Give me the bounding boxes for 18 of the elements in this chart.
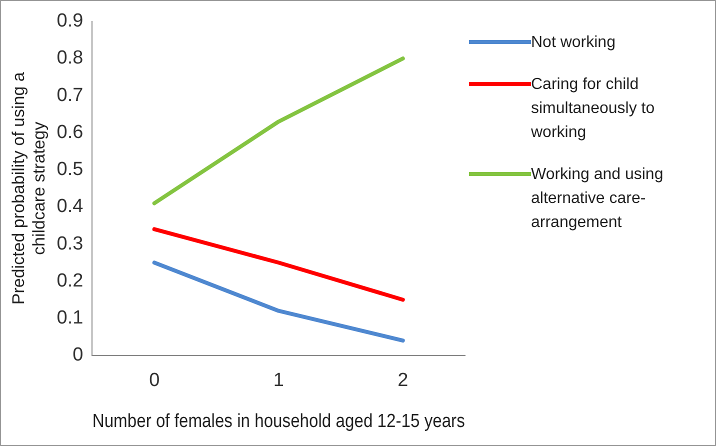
y-tick-label: 0.9 xyxy=(56,10,84,32)
y-tick-label: 0.3 xyxy=(56,233,84,254)
x-tick-label: 1 xyxy=(273,370,284,392)
y-tick-label: 0.8 xyxy=(56,48,84,69)
y-tick-label: 0.6 xyxy=(56,122,84,143)
y-tick-label: 0.7 xyxy=(56,84,84,106)
x-axis-title: Number of females in household aged 12-15 years xyxy=(92,410,465,432)
y-tick-label: 0.5 xyxy=(56,159,84,180)
legend-label: Not working xyxy=(531,33,616,53)
x-tick-label: 2 xyxy=(398,370,408,392)
y-tick-label: 0 xyxy=(72,344,84,366)
legend-label: Caring for child simultaneously to working xyxy=(531,75,656,143)
x-tick-label: 0 xyxy=(149,370,160,392)
y-tick-label: 0.2 xyxy=(56,270,84,292)
y-axis-title: Predicted probability of using a childcare strategy xyxy=(8,72,48,305)
y-tick-label: 0.4 xyxy=(56,196,84,218)
y-tick-label: 0.1 xyxy=(56,308,84,329)
legend-label: Working and using alternative care-arrangement xyxy=(531,165,664,233)
